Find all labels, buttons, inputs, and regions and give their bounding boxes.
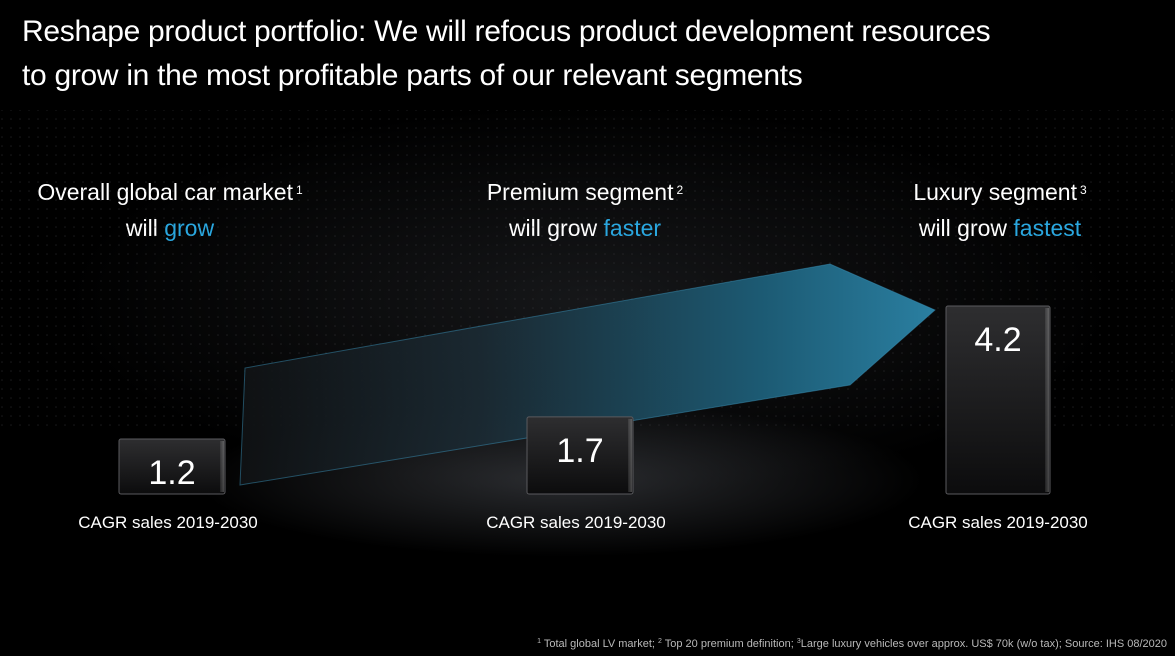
bar-group: 1.7 CAGR sales 2019-2030 <box>486 416 666 532</box>
bars-layer: 1.2 CAGR sales 2019-2030 1.7 CAGR sales 201… <box>78 305 1088 532</box>
footnote-text-1: Total global LV market; <box>541 638 658 650</box>
footnote-marker-2: 2 <box>658 638 662 645</box>
footnote-marker-3: 3 <box>796 638 801 645</box>
growth-arrow <box>239 263 936 486</box>
footnote-marker-1: 1 <box>537 638 541 645</box>
bar-highlight <box>220 441 224 492</box>
category-label: CAGR sales 2019-2030 <box>78 513 258 532</box>
bar <box>526 416 634 495</box>
slide-title: Reshape product portfolio: We will refoc… <box>22 10 1122 98</box>
category-label: CAGR sales 2019-2030 <box>486 513 666 532</box>
bar <box>118 438 226 495</box>
bar-highlight <box>628 418 632 492</box>
footnote-text-2: Top 20 premium definition; <box>661 638 797 650</box>
bar-group: 1.2 CAGR sales 2019-2030 <box>78 438 258 532</box>
title-line-1: Reshape product portfolio: We will refoc… <box>22 15 991 48</box>
title-line-2: to grow in the most profitable parts of … <box>22 59 803 92</box>
bar-group: 4.2 CAGR sales 2019-2030 <box>908 305 1088 532</box>
bar-value-label: 1.7 <box>556 432 603 470</box>
footnote-text-3: Large luxury vehicles over approx. US$ 7… <box>800 638 1167 650</box>
bar-value-label: 1.2 <box>148 454 195 492</box>
bar-highlight <box>1045 308 1049 492</box>
bar-value-label: 4.2 <box>974 321 1021 359</box>
bar <box>945 305 1051 495</box>
footnote: 1 Total global LV market; 2 Top 20 premi… <box>537 638 1167 650</box>
category-label: CAGR sales 2019-2030 <box>908 513 1088 532</box>
